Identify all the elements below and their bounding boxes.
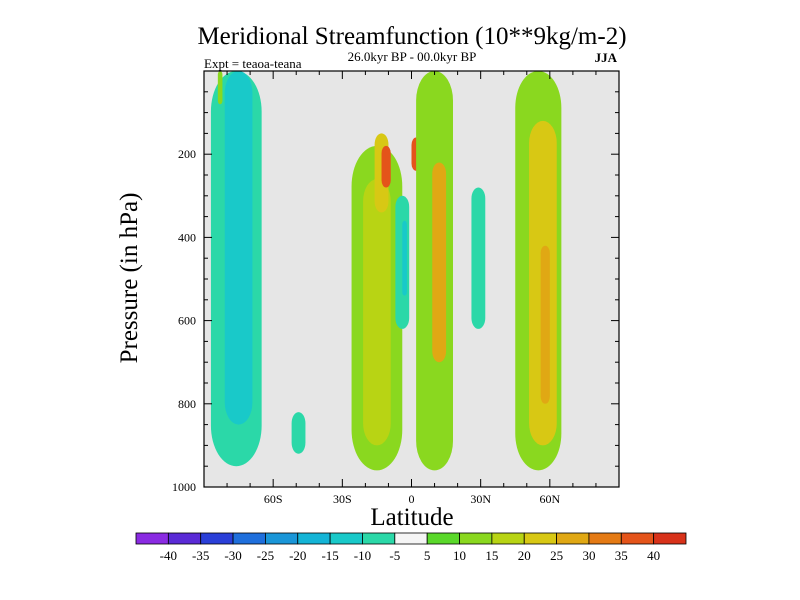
colorbar-swatch bbox=[426, 532, 460, 545]
colorbar-label: -40 bbox=[160, 548, 177, 563]
x-axis-label: Latitude bbox=[370, 504, 453, 531]
x-tick-label: 30S bbox=[333, 492, 352, 506]
colorbar-label: -25 bbox=[257, 548, 274, 563]
season-label: JJA bbox=[595, 50, 618, 65]
x-tick-label: 0 bbox=[409, 492, 415, 506]
chart-subtitle: 26.0kyr BP - 00.0kyr BP bbox=[348, 49, 477, 64]
nh-hadley-positive-core bbox=[432, 162, 447, 363]
nh-midlat-positive-core bbox=[540, 245, 550, 404]
y-tick-label: 800 bbox=[178, 397, 196, 411]
contour-fill-regions bbox=[210, 71, 562, 471]
y-tick-label: 600 bbox=[178, 314, 196, 328]
colorbar-swatch bbox=[265, 532, 299, 545]
nh-polar-weak-positive bbox=[217, 71, 223, 105]
axis-ticks: 60S 30S 0 30N 60N 200 400 600 800 1000 bbox=[172, 71, 619, 506]
colorbar-label: 10 bbox=[453, 548, 466, 563]
colorbar-swatch bbox=[167, 532, 202, 545]
colorbar-swatch bbox=[362, 532, 396, 545]
colorbar-swatch bbox=[523, 532, 557, 545]
colorbar-label: 5 bbox=[424, 548, 431, 563]
colorbar-label: 25 bbox=[550, 548, 563, 563]
colorbar-swatch bbox=[135, 532, 169, 545]
colorbar-label: -30 bbox=[224, 548, 241, 563]
chart-title: Meridional Streamfunction (10**9kg/m-2) bbox=[197, 23, 626, 50]
y-tick-label: 1000 bbox=[172, 480, 196, 494]
equatorial-negative-core bbox=[402, 220, 407, 296]
colorbar-swatch bbox=[653, 532, 687, 545]
colorbar-swatch bbox=[297, 532, 331, 545]
colorbar-swatch bbox=[329, 532, 363, 545]
colorbar-swatch bbox=[620, 532, 655, 545]
sh-polar-negative-core bbox=[224, 71, 253, 425]
colorbar-label: 35 bbox=[615, 548, 628, 563]
y-axis-label: Pressure (in hPa) bbox=[116, 193, 143, 364]
colorbar-label: -15 bbox=[321, 548, 338, 563]
x-tick-label: 60N bbox=[539, 492, 560, 506]
y-tick-label: 400 bbox=[178, 230, 196, 244]
colorbar-label: -5 bbox=[389, 548, 400, 563]
colorbar-swatch bbox=[459, 532, 493, 545]
sh-subtropic-negative-patch bbox=[291, 412, 306, 454]
colorbar-swatch bbox=[232, 532, 266, 545]
colorbar-label: -10 bbox=[354, 548, 371, 563]
experiment-label: Expt = teaoa-teana bbox=[204, 56, 302, 71]
colorbar-swatch bbox=[200, 532, 234, 545]
colorbar-swatch bbox=[394, 532, 428, 545]
colorbar-label: -20 bbox=[289, 548, 306, 563]
colorbar-label: -35 bbox=[192, 548, 209, 563]
colorbar-label: 15 bbox=[485, 548, 498, 563]
upper-jet-west bbox=[381, 145, 391, 188]
nh-tropic-negative-strip bbox=[471, 187, 486, 329]
plot-area: 60S 30S 0 30N 60N 200 400 600 800 1000 bbox=[172, 70, 620, 506]
y-tick-label: 200 bbox=[178, 147, 196, 161]
colorbar-legend: -40 -35 -30 -25 -20 -15 -10 -5 5 10 15 20 25 30 35 40 bbox=[135, 532, 687, 563]
sh-hadley-positive-inner bbox=[363, 179, 391, 446]
colorbar-swatch bbox=[556, 532, 590, 545]
x-tick-label: 60S bbox=[264, 492, 283, 506]
colorbar-label: 40 bbox=[647, 548, 660, 563]
x-tick-label: 30N bbox=[470, 492, 491, 506]
colorbar-label: 30 bbox=[582, 548, 595, 563]
colorbar-label: 20 bbox=[518, 548, 531, 563]
colorbar-swatch bbox=[491, 532, 525, 545]
colorbar-swatch bbox=[588, 532, 622, 545]
